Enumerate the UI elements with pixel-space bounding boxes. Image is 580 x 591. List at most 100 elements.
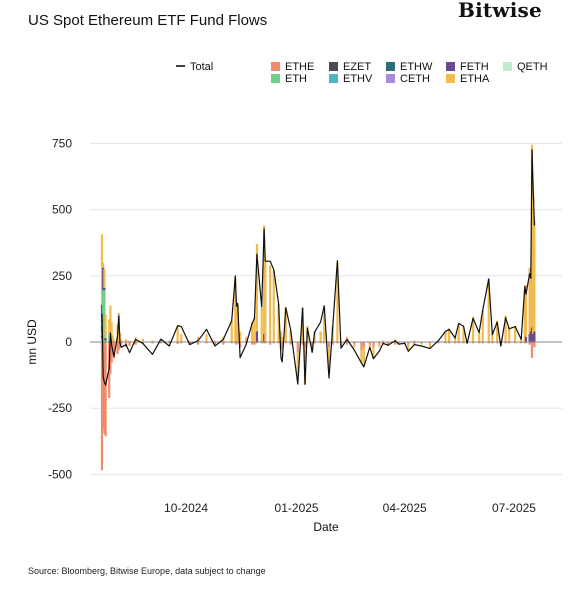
y-tick-label: 750: [52, 136, 72, 150]
bar-etha: [457, 323, 460, 342]
bar-ethe: [530, 342, 534, 358]
legend-label-ethv: ETHV: [343, 73, 373, 85]
x-tick-label: 01-2025: [275, 501, 319, 515]
bar-ethe: [303, 342, 307, 348]
bar-ethe: [301, 342, 304, 345]
legend-label-total: Total: [190, 61, 213, 73]
bar-ethe: [487, 342, 490, 344]
bar-etha: [289, 330, 292, 342]
bar-ethe: [213, 342, 217, 345]
gridlines: [90, 142, 562, 475]
bar-ethe: [437, 342, 440, 344]
bar-ethe: [508, 342, 511, 344]
bar-etha: [234, 278, 237, 342]
bar-ethe: [269, 342, 272, 345]
x-tick-label: 04-2025: [383, 501, 427, 515]
bar-ethe: [104, 342, 107, 437]
bar-etha: [533, 220, 536, 332]
legend-swatch-ceth: [386, 74, 395, 83]
bar-eth: [108, 334, 111, 342]
bar-etha: [296, 352, 299, 377]
bar-etha: [111, 335, 114, 342]
legend-swatch-ezet: [329, 62, 338, 71]
bar-ethe: [222, 342, 225, 345]
bar-etha: [279, 331, 283, 342]
bar-ethe: [504, 342, 507, 344]
bar-etha: [236, 304, 239, 342]
bar-etha: [103, 269, 106, 288]
bar-ethe: [103, 342, 106, 434]
bar-ethe: [413, 342, 416, 345]
bar-etha: [112, 339, 116, 342]
bar-ethe: [528, 342, 531, 345]
bar-ethe: [176, 342, 179, 345]
bar-etha: [272, 270, 275, 342]
bar-etha: [104, 314, 107, 339]
x-tick-label: 07-2025: [492, 501, 536, 515]
bar-etha: [514, 326, 517, 342]
bar-ethe: [491, 342, 494, 344]
bar-ethe: [378, 342, 381, 345]
legend-label-ezet: EZET: [343, 61, 371, 73]
bar-etha: [319, 331, 322, 342]
bar-etha: [444, 331, 447, 342]
bar-ethe: [481, 342, 484, 344]
bar-etha: [360, 349, 363, 364]
bar-ethe: [520, 342, 523, 344]
bar-ethe: [234, 342, 237, 344]
y-tick-label: -250: [48, 401, 72, 415]
bar-etha: [381, 340, 385, 342]
bar-ethe: [523, 342, 526, 344]
bar-etha: [428, 343, 431, 349]
bar-etha: [487, 278, 490, 342]
bar-etha: [230, 320, 233, 342]
bar-ethe: [264, 342, 267, 344]
bar-ethe: [353, 342, 356, 345]
bar-etha: [205, 334, 208, 342]
brand-logo: Bitwise: [458, 0, 542, 22]
bar-ethe: [281, 342, 284, 348]
bar-etha: [245, 336, 248, 342]
bar-ethe: [420, 342, 423, 344]
bar-etha: [420, 343, 423, 345]
bar-etha: [454, 336, 457, 342]
bar-etha: [336, 262, 339, 342]
legend-label-etha: ETHA: [460, 73, 490, 85]
bar-ethe: [313, 342, 316, 344]
bar-ethe: [532, 342, 535, 345]
bar-ethe: [327, 342, 331, 348]
bar-ethe: [236, 342, 239, 344]
bar-ethe: [323, 342, 326, 344]
bar-ethe: [116, 342, 119, 355]
y-tick-label: 250: [52, 269, 72, 283]
bar-etha: [481, 310, 484, 342]
bar-feth: [104, 338, 107, 341]
bar-etha: [264, 259, 267, 342]
bar-etha: [176, 326, 179, 342]
bar-ethe: [496, 342, 499, 344]
bar-feth: [524, 336, 528, 342]
y-tick-label: 500: [52, 203, 72, 217]
bar-ethe: [205, 342, 208, 344]
bar-etha: [196, 336, 200, 342]
y-axis-title: mn USD: [25, 319, 39, 365]
bar-etha: [110, 322, 113, 339]
bar-ethe: [180, 342, 183, 344]
legend-label-eth: ETH: [285, 73, 307, 85]
total-line: [101, 149, 535, 386]
y-axis: -500 -250 0 250 500 750: [48, 136, 72, 481]
bar-ethe: [128, 342, 131, 346]
bar-ethe: [462, 342, 465, 344]
bar-ethe: [284, 342, 287, 344]
bar-ethe: [403, 342, 406, 344]
bar-etha: [462, 326, 465, 342]
bar-etha: [180, 334, 183, 342]
bar-etha: [327, 347, 331, 372]
bar-ethe: [393, 342, 397, 345]
bar-ethe: [253, 342, 256, 345]
bar-etha: [524, 285, 528, 337]
bar-etha: [368, 344, 371, 348]
legend-swatch-ethv: [329, 74, 338, 83]
bar-etha: [269, 265, 272, 342]
bar-ethe: [109, 342, 112, 374]
